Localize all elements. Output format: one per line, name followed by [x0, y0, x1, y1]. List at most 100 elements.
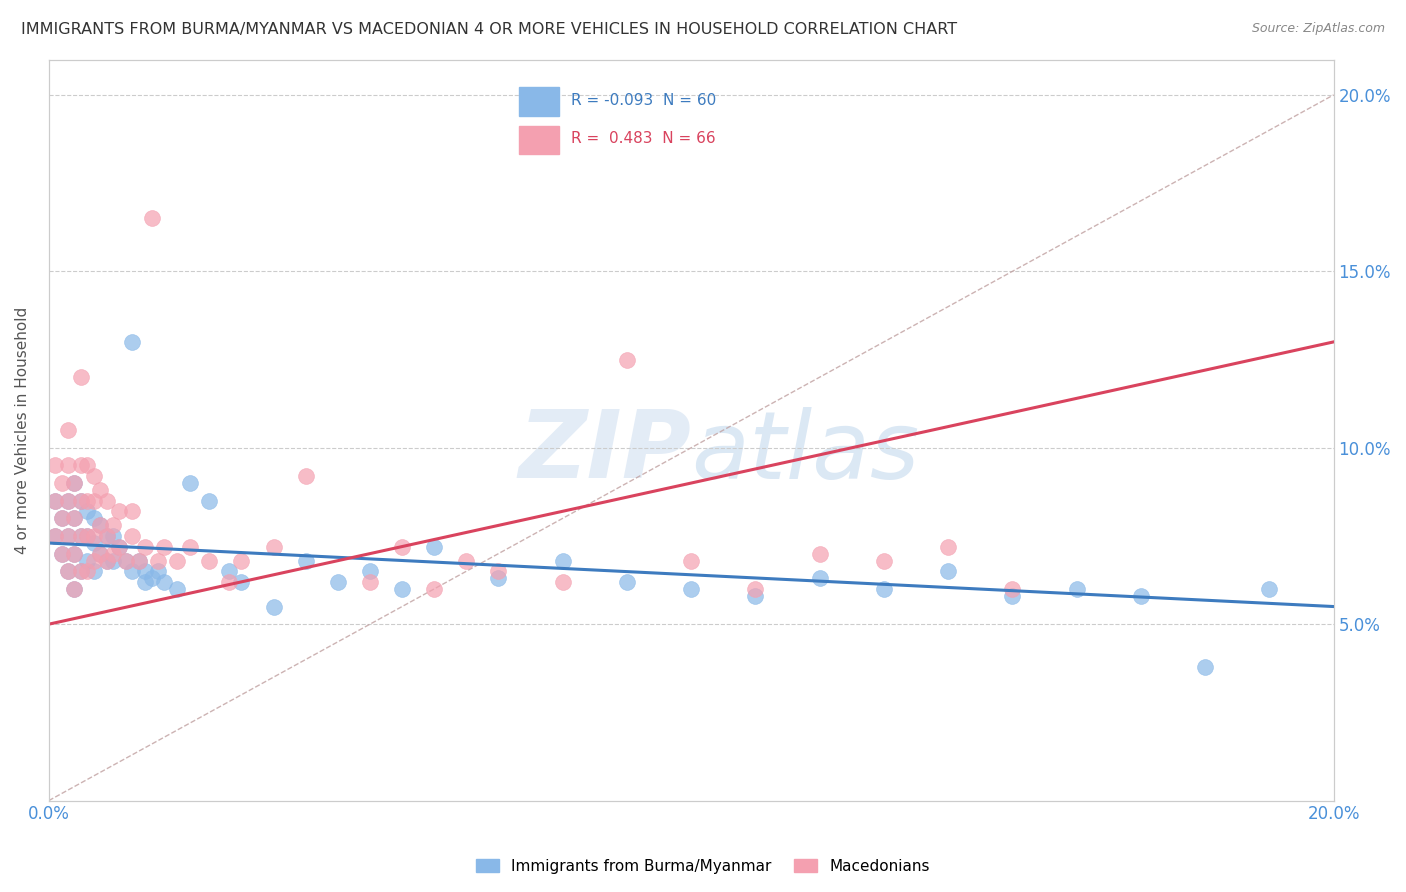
Point — [76, 493, 98, 508]
Point — [101, 547, 124, 561]
Point — [83, 554, 105, 568]
Bar — [519, 126, 558, 154]
Point — [936, 540, 959, 554]
Point — [89, 483, 111, 497]
Point — [681, 582, 703, 596]
Point — [551, 574, 574, 589]
Y-axis label: 4 or more Vehicles in Household: 4 or more Vehicles in Household — [15, 307, 30, 554]
Point — [1001, 589, 1024, 603]
Point — [56, 493, 79, 508]
Point — [263, 540, 285, 554]
Point — [115, 554, 138, 568]
Point — [146, 564, 169, 578]
Point — [115, 554, 138, 568]
Point — [70, 493, 93, 508]
Text: IMMIGRANTS FROM BURMA/MYANMAR VS MACEDONIAN 4 OR MORE VEHICLES IN HOUSEHOLD CORR: IMMIGRANTS FROM BURMA/MYANMAR VS MACEDON… — [21, 22, 957, 37]
Point — [56, 458, 79, 473]
Point — [101, 529, 124, 543]
Point — [166, 554, 188, 568]
Point — [70, 529, 93, 543]
Point — [808, 547, 831, 561]
Point — [56, 423, 79, 437]
Point — [44, 493, 66, 508]
Point — [51, 547, 73, 561]
Point — [294, 554, 316, 568]
Point — [873, 554, 896, 568]
Point — [96, 529, 118, 543]
Point — [231, 574, 253, 589]
Point — [391, 582, 413, 596]
Point — [121, 564, 143, 578]
Point — [616, 352, 638, 367]
Point — [101, 554, 124, 568]
Point — [423, 582, 446, 596]
Point — [1129, 589, 1152, 603]
Point — [423, 540, 446, 554]
Legend: Immigrants from Burma/Myanmar, Macedonians: Immigrants from Burma/Myanmar, Macedonia… — [470, 853, 936, 880]
Point — [391, 540, 413, 554]
Point — [141, 571, 163, 585]
Point — [51, 476, 73, 491]
Text: atlas: atlas — [692, 407, 920, 498]
Point — [1194, 659, 1216, 673]
Text: Source: ZipAtlas.com: Source: ZipAtlas.com — [1251, 22, 1385, 36]
Point — [936, 564, 959, 578]
Point — [44, 458, 66, 473]
Point — [89, 547, 111, 561]
Point — [51, 547, 73, 561]
Point — [76, 554, 98, 568]
Point — [128, 554, 150, 568]
Point — [44, 529, 66, 543]
Point — [70, 564, 93, 578]
Point — [51, 511, 73, 525]
Point — [198, 493, 221, 508]
Point — [63, 476, 86, 491]
Point — [179, 476, 201, 491]
Point — [153, 574, 176, 589]
Text: R =  0.483  N = 66: R = 0.483 N = 66 — [571, 131, 716, 145]
Point — [83, 529, 105, 543]
Point — [96, 493, 118, 508]
Point — [83, 469, 105, 483]
Point — [83, 511, 105, 525]
Point — [63, 582, 86, 596]
Point — [70, 529, 93, 543]
Point — [56, 529, 79, 543]
Point — [44, 529, 66, 543]
Point — [89, 547, 111, 561]
Point — [616, 574, 638, 589]
Point — [359, 564, 381, 578]
Point — [134, 540, 156, 554]
Point — [198, 554, 221, 568]
Point — [101, 518, 124, 533]
Point — [153, 540, 176, 554]
Point — [56, 529, 79, 543]
Point — [121, 334, 143, 349]
Point — [551, 554, 574, 568]
Point — [359, 574, 381, 589]
Point — [70, 370, 93, 384]
Point — [76, 504, 98, 518]
Point — [218, 564, 240, 578]
Point — [121, 504, 143, 518]
Point — [146, 554, 169, 568]
Point — [1066, 582, 1088, 596]
Point — [63, 547, 86, 561]
Point — [63, 582, 86, 596]
Point — [134, 574, 156, 589]
Point — [744, 582, 766, 596]
Bar — [519, 87, 558, 116]
Point — [456, 554, 478, 568]
Point — [488, 564, 510, 578]
Point — [108, 504, 131, 518]
Point — [108, 540, 131, 554]
Point — [44, 493, 66, 508]
Point — [873, 582, 896, 596]
Text: ZIP: ZIP — [519, 407, 692, 499]
Point — [56, 493, 79, 508]
Point — [326, 574, 349, 589]
Point — [141, 211, 163, 226]
Point — [1258, 582, 1281, 596]
Point — [70, 493, 93, 508]
Point — [108, 540, 131, 554]
